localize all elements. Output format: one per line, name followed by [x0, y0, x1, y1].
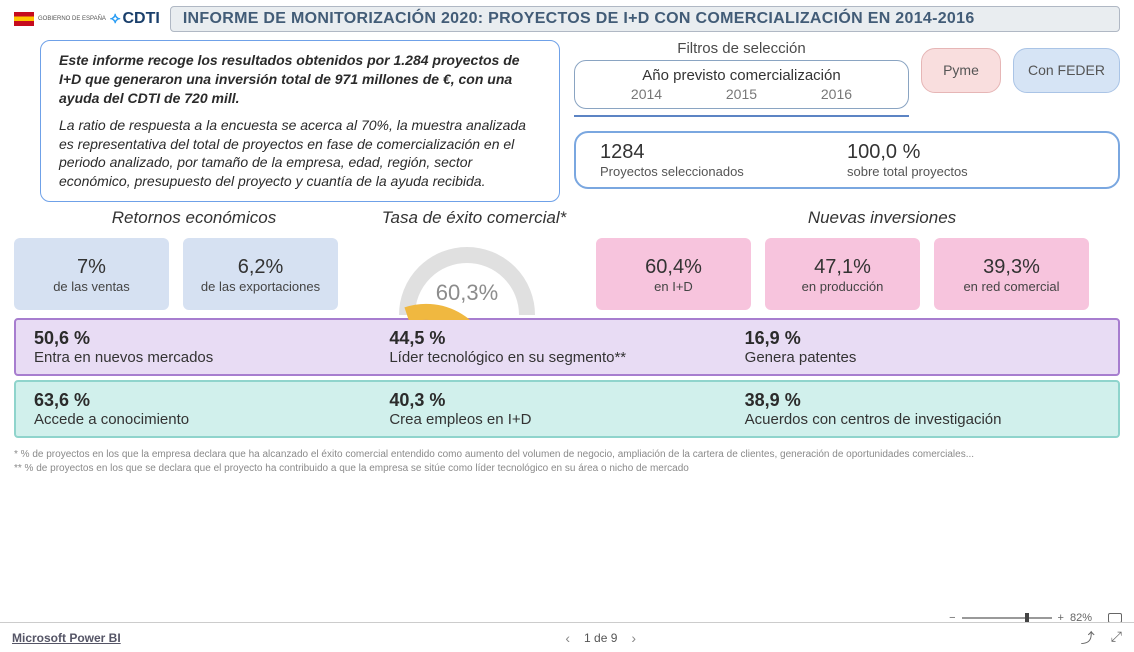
band-label: Accede a conocimiento: [34, 411, 389, 428]
intro-box: Este informe recoge los resultados obten…: [40, 40, 560, 202]
band-value: 40,3 %: [389, 390, 744, 411]
footnote-2: ** % de proyectos en los que se declara …: [14, 462, 1120, 476]
kpi-label: en red comercial: [934, 279, 1089, 294]
band-value: 16,9 %: [745, 328, 1100, 349]
zoom-slider-track[interactable]: [962, 617, 1052, 619]
year-filter-card[interactable]: Año previsto comercialización 2014 2015 …: [574, 60, 909, 109]
band-value: 63,6 %: [34, 390, 389, 411]
year-filter-title: Año previsto comercialización: [575, 67, 908, 84]
success-gauge: 60,3%: [352, 230, 582, 310]
band-label: Entra en nuevos mercados: [34, 349, 389, 366]
outcomes-band-cyan: 63,6 % Accede a conocimiento 40,3 % Crea…: [14, 380, 1120, 438]
spain-flag-icon: [14, 12, 34, 26]
section-title-investments: Nuevas inversiones: [604, 208, 1120, 228]
kpi-label: en producción: [765, 279, 920, 294]
kpi-value: 39,3%: [934, 256, 1089, 279]
gov-cdti-logo: GOBIERNO DE ESPAÑA ⟡ CDTI: [14, 10, 160, 28]
selected-count-label: Proyectos seleccionados: [600, 164, 847, 179]
kpi-card-rd: 60,4% en I+D: [596, 238, 751, 310]
footnote-1: * % de proyectos en los que la empresa d…: [14, 448, 1120, 462]
section-title-returns: Retornos económicos: [14, 208, 344, 228]
band-value: 38,9 %: [745, 390, 1100, 411]
cdti-label: CDTI: [122, 10, 159, 28]
next-page-icon[interactable]: ›: [631, 630, 636, 646]
prev-page-icon[interactable]: ‹: [565, 630, 570, 646]
outcomes-band-purple: 50,6 % Entra en nuevos mercados 44,5 % L…: [14, 318, 1120, 376]
selected-count-value: 1284: [600, 141, 847, 164]
filter-divider: [574, 115, 909, 117]
intro-paragraph-1: Este informe recoge los resultados obten…: [59, 51, 541, 108]
band-label: Líder tecnológico en su segmento**: [389, 349, 744, 366]
report-title: INFORME DE MONITORIZACIÓN 2020: PROYECTO…: [170, 6, 1120, 32]
kpi-label: en I+D: [596, 279, 751, 294]
band-label: Genera patentes: [745, 349, 1100, 366]
kpi-value: 6,2%: [183, 256, 338, 279]
kpi-label: de las ventas: [14, 279, 169, 294]
filters-title: Filtros de selección: [574, 40, 909, 57]
year-option[interactable]: 2014: [631, 86, 662, 102]
band-label: Acuerdos con centros de investigación: [745, 411, 1100, 428]
kpi-card-exports: 6,2% de las exportaciones: [183, 238, 338, 310]
page-indicator: 1 de 9: [584, 631, 617, 645]
fullscreen-icon[interactable]: ⤢: [1111, 628, 1122, 648]
kpi-card-commercial: 39,3% en red comercial: [934, 238, 1089, 310]
cdti-icon: ⟡: [110, 10, 121, 28]
kpi-value: 60,4%: [596, 256, 751, 279]
selected-pct-label: sobre total proyectos: [847, 164, 1094, 179]
year-option[interactable]: 2015: [726, 86, 757, 102]
kpi-value: 7%: [14, 256, 169, 279]
pager: ‹ 1 de 9 ›: [565, 630, 636, 646]
band-value: 50,6 %: [34, 328, 389, 349]
kpi-card-production: 47,1% en producción: [765, 238, 920, 310]
kpi-value: 47,1%: [765, 256, 920, 279]
feder-filter-button[interactable]: Con FEDER: [1013, 48, 1120, 93]
year-option[interactable]: 2016: [821, 86, 852, 102]
powerbi-link[interactable]: Microsoft Power BI: [12, 631, 121, 645]
intro-paragraph-2: La ratio de respuesta a la encuesta se a…: [59, 116, 541, 192]
summary-card: 1284 Proyectos seleccionados 100,0 % sob…: [574, 131, 1120, 189]
footnotes: * % de proyectos en los que la empresa d…: [0, 444, 1134, 476]
kpi-label: de las exportaciones: [183, 279, 338, 294]
band-value: 44,5 %: [389, 328, 744, 349]
section-title-success: Tasa de éxito comercial*: [344, 208, 604, 228]
kpi-card-sales: 7% de las ventas: [14, 238, 169, 310]
gov-label: GOBIERNO DE ESPAÑA: [38, 16, 106, 22]
gauge-value: 60,3%: [352, 280, 582, 306]
share-icon[interactable]: ⤴: [1081, 628, 1095, 648]
selected-pct-value: 100,0 %: [847, 141, 1094, 164]
band-label: Crea empleos en I+D: [389, 411, 744, 428]
pyme-filter-button[interactable]: Pyme: [921, 48, 1001, 93]
footer-bar: Microsoft Power BI ‹ 1 de 9 › ⤴ ⤢: [0, 622, 1134, 652]
